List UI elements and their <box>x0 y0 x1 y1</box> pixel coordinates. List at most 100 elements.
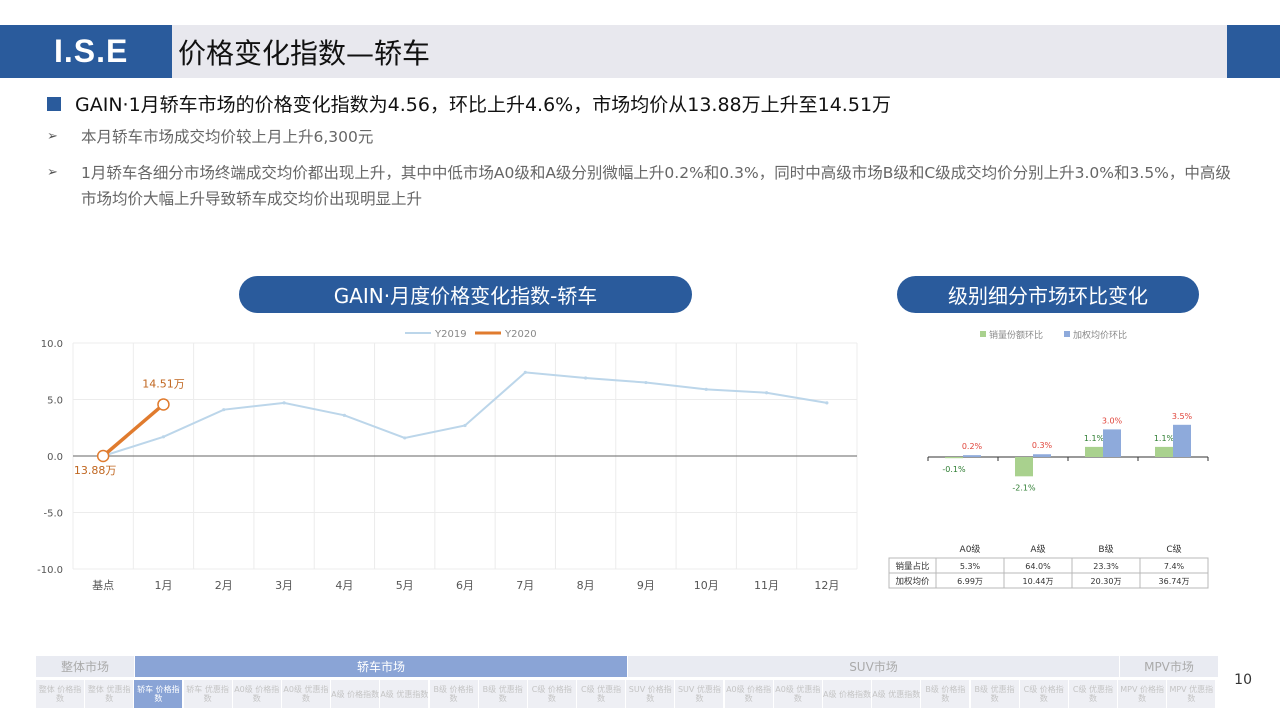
point-y2020 <box>157 398 170 411</box>
arrow-bullet-icon: ➢ <box>47 165 58 180</box>
nav-subitem[interactable]: B级 价格指数 <box>921 680 971 708</box>
series-line-y2019 <box>102 371 828 457</box>
x-tick-label: 8月 <box>577 579 595 592</box>
nav-subitem[interactable]: B级 价格指数 <box>429 680 479 708</box>
bar-share-change <box>945 457 963 459</box>
y-tick-label: 10.0 <box>41 339 63 350</box>
nav-subitem[interactable]: A0级 价格指数 <box>724 680 774 708</box>
x-tick-label: 3月 <box>275 579 293 592</box>
nav-section-overall[interactable]: 整体市场 <box>36 656 135 677</box>
table-cell: 5.3% <box>960 562 981 571</box>
table-row-label: 加权均价 <box>895 576 930 587</box>
point-y2020 <box>96 449 110 463</box>
bar-price-change <box>963 455 981 457</box>
logo: I.S.E <box>0 25 172 78</box>
point-y2019 <box>523 370 527 374</box>
legend-swatch <box>980 331 986 337</box>
bar-data-label: 1.1% <box>1084 434 1105 443</box>
point-y2019 <box>282 401 286 405</box>
line-chart: 10.0 5.0 0.0 -5.0 -10.0 基点 1月 2月 3月 4月 5月 6月 7月 8月 9月 1… <box>37 329 858 592</box>
nav-subitem[interactable]: A级 价格指数 <box>331 680 381 708</box>
nav-subitem[interactable]: 整体 优惠指数 <box>85 680 135 708</box>
nav-subitem[interactable]: 轿车 优惠指数 <box>183 680 233 708</box>
x-tick-label: 10月 <box>694 579 719 592</box>
bar-data-label: 1.1% <box>1154 434 1175 443</box>
square-bullet-icon <box>47 96 61 111</box>
x-tick-label: 12月 <box>814 579 839 592</box>
nav-subitem[interactable]: A0级 优惠指数 <box>281 680 331 708</box>
point-y2019 <box>584 376 588 380</box>
nav-subitem[interactable]: C级 价格指数 <box>1019 680 1069 708</box>
nav-subitem[interactable]: A0级 优惠指数 <box>773 680 823 708</box>
section-nav: 整体市场 轿车市场 SUV市场 MPV市场 <box>36 656 1219 677</box>
right-panel-title: 级别细分市场环比变化 <box>897 276 1199 313</box>
table-column-header: A0级 <box>960 543 981 555</box>
point-y2019 <box>825 401 829 405</box>
y-tick-label: 5.0 <box>47 396 63 407</box>
page-title: 价格变化指数—轿车 <box>178 36 431 70</box>
sub-bullet-text: 本月轿车市场成交均价较上月上升6,300元 <box>81 128 374 146</box>
sub-nav: 整体 价格指数 整体 优惠指数 轿车 价格指数 轿车 优惠指数 A0级 价格指数 A0级 … <box>36 680 1217 708</box>
point-y2019 <box>764 391 769 395</box>
nav-subitem[interactable]: C级 优惠指数 <box>577 680 627 708</box>
table-column-header: C级 <box>1166 543 1181 555</box>
bar-price-change <box>1103 429 1121 457</box>
point-y2019 <box>222 408 226 412</box>
nav-subitem[interactable]: A级 优惠指数 <box>872 680 922 708</box>
nav-section-suv[interactable]: SUV市场 <box>628 656 1120 677</box>
x-tick-label: 4月 <box>335 579 353 592</box>
annotation-end: 14.51万 <box>142 377 185 390</box>
table-cell: 6.99万 <box>957 577 983 586</box>
point-y2019 <box>704 387 708 391</box>
legend-swatch <box>1064 331 1070 337</box>
x-tick-label: 7月 <box>516 579 534 592</box>
x-tick-label: 6月 <box>456 579 474 592</box>
bar-share-change <box>1015 457 1033 477</box>
nav-subitem[interactable]: B级 优惠指数 <box>478 680 528 708</box>
point-y2019 <box>403 436 407 440</box>
nav-section-mpv[interactable]: MPV市场 <box>1120 656 1219 677</box>
left-panel-title: GAIN·月度价格变化指数-轿车 <box>239 276 692 313</box>
point-y2019 <box>161 435 166 439</box>
bar-data-label: 0.3% <box>1032 441 1053 450</box>
table-column-header: A级 <box>1030 543 1045 555</box>
point-y2019 <box>463 423 467 428</box>
bar-data-label: 3.5% <box>1172 412 1193 421</box>
nav-subitem[interactable]: B级 优惠指数 <box>970 680 1020 708</box>
nav-subitem[interactable]: C级 优惠指数 <box>1068 680 1118 708</box>
header-bar <box>0 25 1280 78</box>
nav-subitem[interactable]: A0级 价格指数 <box>232 680 282 708</box>
nav-subitem[interactable]: C级 价格指数 <box>527 680 577 708</box>
table-cell: 23.3% <box>1093 562 1119 571</box>
nav-subitem[interactable]: SUV 优惠指数 <box>675 680 725 708</box>
nav-subitem[interactable]: MPV 优惠指数 <box>1167 680 1217 708</box>
table-row-label: 销量占比 <box>895 561 929 572</box>
bar-share-change <box>1085 446 1103 457</box>
bar-data-label: 0.2% <box>962 442 983 451</box>
table-cell: 64.0% <box>1025 562 1051 571</box>
x-tick-label: 基点 <box>92 579 114 592</box>
nav-subitem[interactable]: MPV 价格指数 <box>1118 680 1168 708</box>
legend-label: 销量份额环比 <box>989 329 1043 341</box>
x-tick-label: 1月 <box>154 579 172 592</box>
legend-label: Y2020 <box>504 329 537 340</box>
x-tick-label: 5月 <box>396 579 414 592</box>
nav-subitem[interactable]: A级 价格指数 <box>823 680 872 708</box>
bar-data-label: -2.1% <box>1012 483 1036 492</box>
header-accent-block <box>1227 25 1280 78</box>
bar-price-change <box>1033 454 1051 457</box>
nav-subitem[interactable]: A级 优惠指数 <box>380 680 430 708</box>
nav-section-sedan[interactable]: 轿车市场 <box>135 656 628 677</box>
bar-data-label: -0.1% <box>942 465 966 474</box>
bar-chart: 销量份额环比 加权均价环比 -0.1% 0.2% -2.1% 0.3% 1.1% 3.0% 1.… <box>927 329 1209 492</box>
nav-subitem[interactable]: 整体 价格指数 <box>36 680 85 708</box>
sub-bullet: ➢ 本月轿车市场成交均价较上月上升6,300元 <box>47 124 1231 150</box>
x-tick-label: 11月 <box>754 579 779 592</box>
y-tick-label: -5.0 <box>43 509 63 520</box>
nav-subitem[interactable]: SUV 价格指数 <box>626 680 676 708</box>
annotation-start: 13.88万 <box>74 464 117 477</box>
page-number: 10 <box>1234 672 1252 688</box>
nav-subitem[interactable]: 轿车 价格指数 <box>134 680 184 708</box>
table-cell: 36.74万 <box>1159 577 1190 586</box>
